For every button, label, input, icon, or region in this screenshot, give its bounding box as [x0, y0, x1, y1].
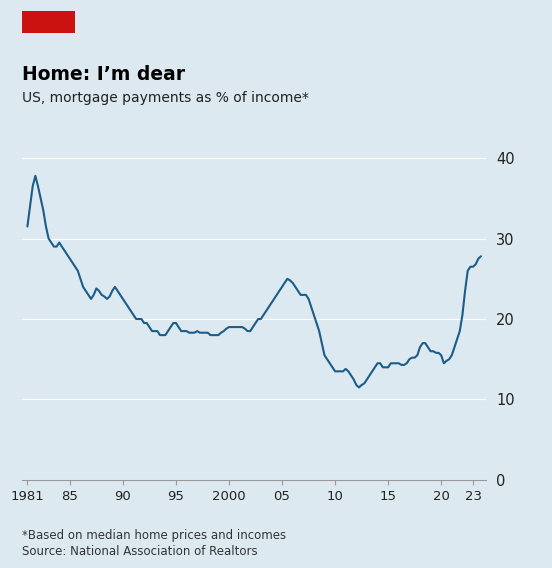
Text: US, mortgage payments as % of income*: US, mortgage payments as % of income*	[22, 91, 309, 105]
Text: Source: National Association of Realtors: Source: National Association of Realtors	[22, 545, 258, 558]
Text: *Based on median home prices and incomes: *Based on median home prices and incomes	[22, 529, 286, 542]
Text: Home: I’m dear: Home: I’m dear	[22, 65, 185, 84]
